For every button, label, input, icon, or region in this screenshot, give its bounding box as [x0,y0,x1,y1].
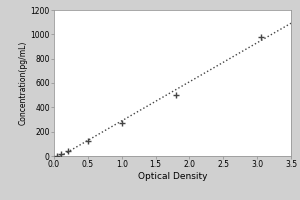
Y-axis label: Concentration(pg/mL): Concentration(pg/mL) [19,41,28,125]
X-axis label: Optical Density: Optical Density [138,172,207,181]
